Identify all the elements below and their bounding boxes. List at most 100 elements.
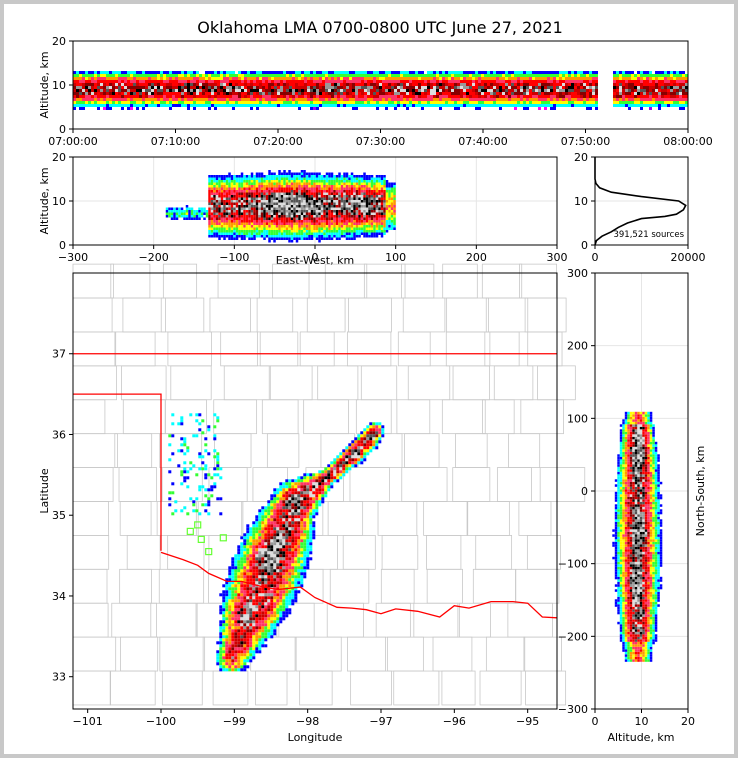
density-cell bbox=[157, 77, 160, 80]
density-cell bbox=[109, 101, 112, 104]
density-cell bbox=[243, 235, 246, 238]
county-outline bbox=[472, 568, 516, 604]
density-cell bbox=[616, 92, 619, 95]
density-cell bbox=[433, 86, 436, 89]
density-cell bbox=[335, 225, 339, 228]
density-cell bbox=[368, 180, 371, 183]
density-cell bbox=[231, 665, 235, 669]
density-cell bbox=[208, 182, 211, 185]
density-cell bbox=[365, 235, 369, 238]
density-cell bbox=[547, 89, 550, 92]
density-cell bbox=[230, 197, 234, 200]
density-cell bbox=[393, 215, 396, 218]
density-cell bbox=[288, 207, 291, 210]
density-cell bbox=[628, 89, 631, 92]
density-cell bbox=[370, 101, 373, 104]
density-cell bbox=[303, 202, 306, 205]
density-cell bbox=[262, 104, 265, 107]
density-cell bbox=[345, 230, 349, 233]
density-cell bbox=[245, 215, 249, 218]
density-cell bbox=[130, 80, 133, 83]
density-cell bbox=[355, 212, 359, 215]
density-cell bbox=[368, 212, 371, 215]
density-cell bbox=[215, 195, 219, 198]
density-cell bbox=[295, 215, 299, 218]
density-cell bbox=[451, 74, 454, 77]
density-cell bbox=[363, 177, 366, 180]
density-cell bbox=[290, 172, 294, 175]
density-cell bbox=[514, 83, 517, 86]
density-cell bbox=[220, 197, 224, 200]
density-cell bbox=[219, 638, 223, 642]
density-cell bbox=[403, 95, 406, 98]
county-outline bbox=[327, 501, 364, 536]
density-cell bbox=[253, 227, 256, 230]
density-cell bbox=[619, 89, 622, 92]
density-cell bbox=[244, 77, 247, 80]
density-cell bbox=[243, 185, 246, 188]
density-cell bbox=[97, 74, 100, 77]
density-cell bbox=[228, 230, 231, 233]
density-cell bbox=[338, 177, 341, 180]
density-cell bbox=[127, 83, 130, 86]
density-cell bbox=[383, 177, 386, 180]
density-cell bbox=[295, 217, 299, 220]
density-cell bbox=[229, 83, 232, 86]
density-cell bbox=[378, 227, 381, 230]
density-cell bbox=[148, 86, 151, 89]
density-cell bbox=[298, 212, 301, 215]
density-cell bbox=[229, 92, 232, 95]
density-cell bbox=[433, 104, 436, 107]
density-cell bbox=[544, 86, 547, 89]
density-cell bbox=[322, 74, 325, 77]
density-cell bbox=[340, 95, 343, 98]
density-cell bbox=[649, 77, 652, 80]
density-cell bbox=[348, 182, 351, 185]
density-cell bbox=[310, 222, 314, 225]
density-cell bbox=[451, 83, 454, 86]
density-cell bbox=[550, 95, 553, 98]
density-cell bbox=[330, 192, 334, 195]
density-cell bbox=[258, 227, 261, 230]
density-cell bbox=[184, 92, 187, 95]
density-cell bbox=[265, 217, 269, 220]
density-cell bbox=[103, 71, 106, 74]
density-cell bbox=[490, 77, 493, 80]
density-cell bbox=[502, 89, 505, 92]
density-cell bbox=[375, 230, 379, 233]
y-tick-label: 10 bbox=[574, 195, 588, 208]
density-cell bbox=[187, 77, 190, 80]
density-cell bbox=[250, 180, 254, 183]
density-cell bbox=[154, 71, 157, 74]
density-cell bbox=[255, 200, 259, 203]
density-cell bbox=[337, 86, 340, 89]
density-cell bbox=[322, 95, 325, 98]
density-cell bbox=[469, 80, 472, 83]
density-cell bbox=[634, 101, 637, 104]
density-cell bbox=[358, 89, 361, 92]
density-cell bbox=[195, 217, 199, 220]
density-cell bbox=[340, 205, 344, 208]
density-cell bbox=[199, 83, 202, 86]
density-cell bbox=[315, 182, 319, 185]
density-cell bbox=[348, 190, 351, 193]
density-cell bbox=[547, 80, 550, 83]
density-cell bbox=[231, 662, 235, 666]
density-cell bbox=[331, 71, 334, 74]
density-cell bbox=[529, 95, 532, 98]
density-cell bbox=[229, 101, 232, 104]
density-cell bbox=[248, 225, 251, 228]
density-cell bbox=[355, 104, 358, 107]
density-cell bbox=[667, 92, 670, 95]
density-cell bbox=[535, 74, 538, 77]
density-cell bbox=[637, 92, 640, 95]
density-cell bbox=[345, 195, 349, 198]
county-outline bbox=[317, 365, 359, 401]
density-cell bbox=[223, 217, 226, 220]
density-cell bbox=[298, 80, 301, 83]
density-cell bbox=[305, 212, 309, 215]
density-cell bbox=[378, 215, 381, 218]
density-cell bbox=[235, 197, 239, 200]
density-cell bbox=[256, 101, 259, 104]
density-cell bbox=[151, 98, 154, 101]
